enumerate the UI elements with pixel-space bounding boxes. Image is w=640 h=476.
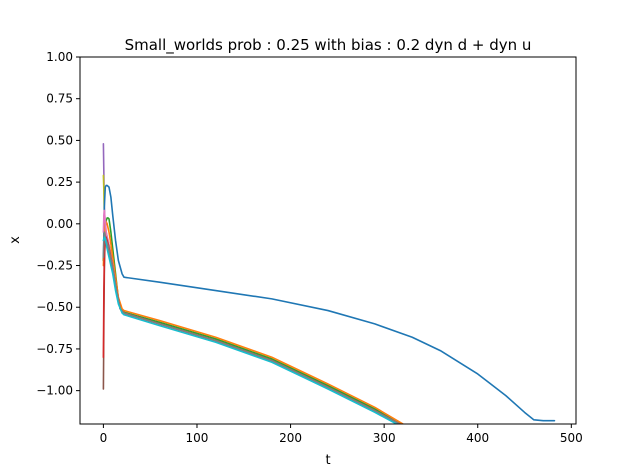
y-tick-label: 1.00 [46,50,73,64]
x-axis: 0 100 200 300 400 500 [100,424,583,445]
x-tick-label: 100 [186,431,209,445]
y-tick-label: −0.25 [36,259,73,273]
plot-frame [79,56,577,425]
x-axis-label: t [325,453,330,468]
series-line-3 [102,184,556,422]
chart-title: Small_worlds prob : 0.25 with bias : 0.2… [125,36,532,55]
y-axis: 1.00 0.75 0.50 0.25 0.00 −0.25 −0.50 −0.75 −1.00 [36,50,80,398]
x-tick-label: 400 [466,431,489,445]
y-tick-label: −1.00 [36,384,73,398]
x-tick-label: 0 [100,431,108,445]
y-tick-label: 0.25 [46,175,73,189]
y-tick-label: 0.50 [46,133,73,147]
x-tick-label: 500 [560,431,583,445]
x-tick-label: 300 [373,431,396,445]
y-tick-label: −0.75 [36,342,73,356]
y-tick-label: −0.50 [36,300,73,314]
series-layer [102,142,556,424]
y-tick-label: 0.00 [46,217,73,231]
series-line-9 [102,231,402,424]
series-line-10 [102,236,399,424]
x-tick-label: 200 [279,431,302,445]
y-tick-label: 0.75 [46,92,73,106]
y-axis-label: x [8,236,23,244]
